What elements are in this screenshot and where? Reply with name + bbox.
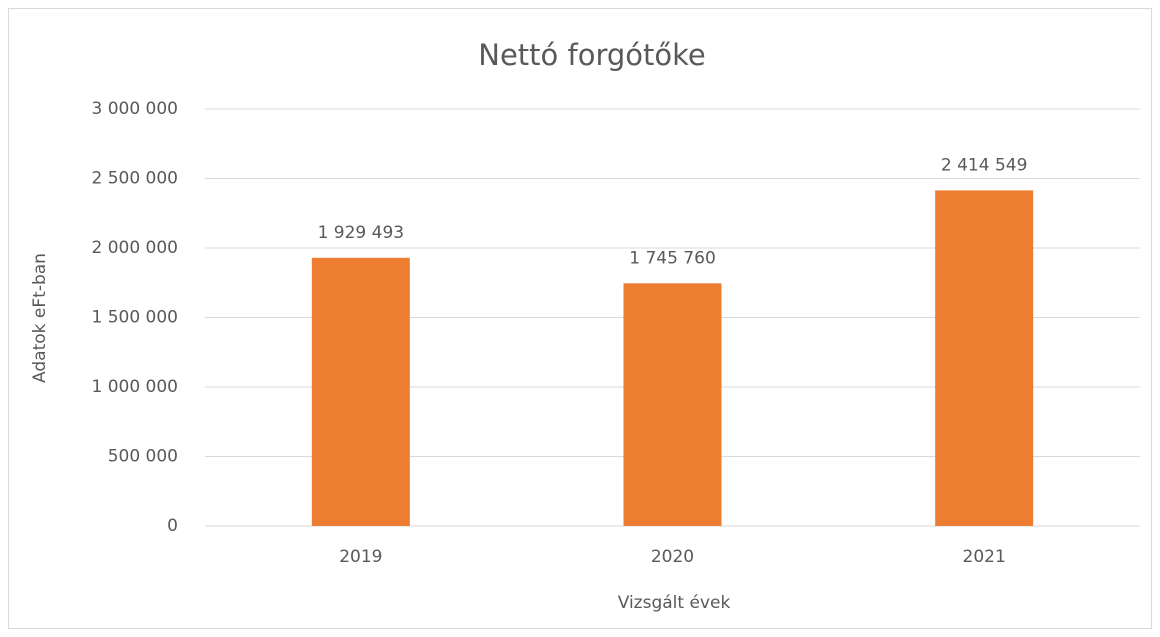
- y-tick-label: 2 000 000: [91, 238, 178, 258]
- bar: [311, 257, 410, 526]
- bar: [935, 190, 1034, 526]
- y-tick-label: 2 500 000: [91, 169, 178, 189]
- y-tick-label: 500 000: [108, 447, 178, 467]
- chart-title: Nettó forgótőke: [478, 38, 705, 72]
- data-label: 1 929 493: [318, 223, 405, 243]
- data-label: 1 745 760: [629, 248, 716, 268]
- y-tick-label: 3 000 000: [91, 99, 178, 119]
- y-axis-label: Adatok eFt-ban: [30, 253, 50, 383]
- data-label: 2 414 549: [941, 155, 1028, 175]
- x-tick-label: 2020: [651, 547, 694, 567]
- x-tick-label: 2021: [963, 547, 1006, 567]
- y-tick-label: 1 000 000: [91, 377, 178, 397]
- bar: [623, 283, 722, 526]
- x-axis-label: Vizsgált évek: [618, 593, 731, 613]
- y-tick-label: 1 500 000: [91, 308, 178, 328]
- y-tick-label: 0: [167, 516, 178, 536]
- x-tick-label: 2019: [339, 547, 382, 567]
